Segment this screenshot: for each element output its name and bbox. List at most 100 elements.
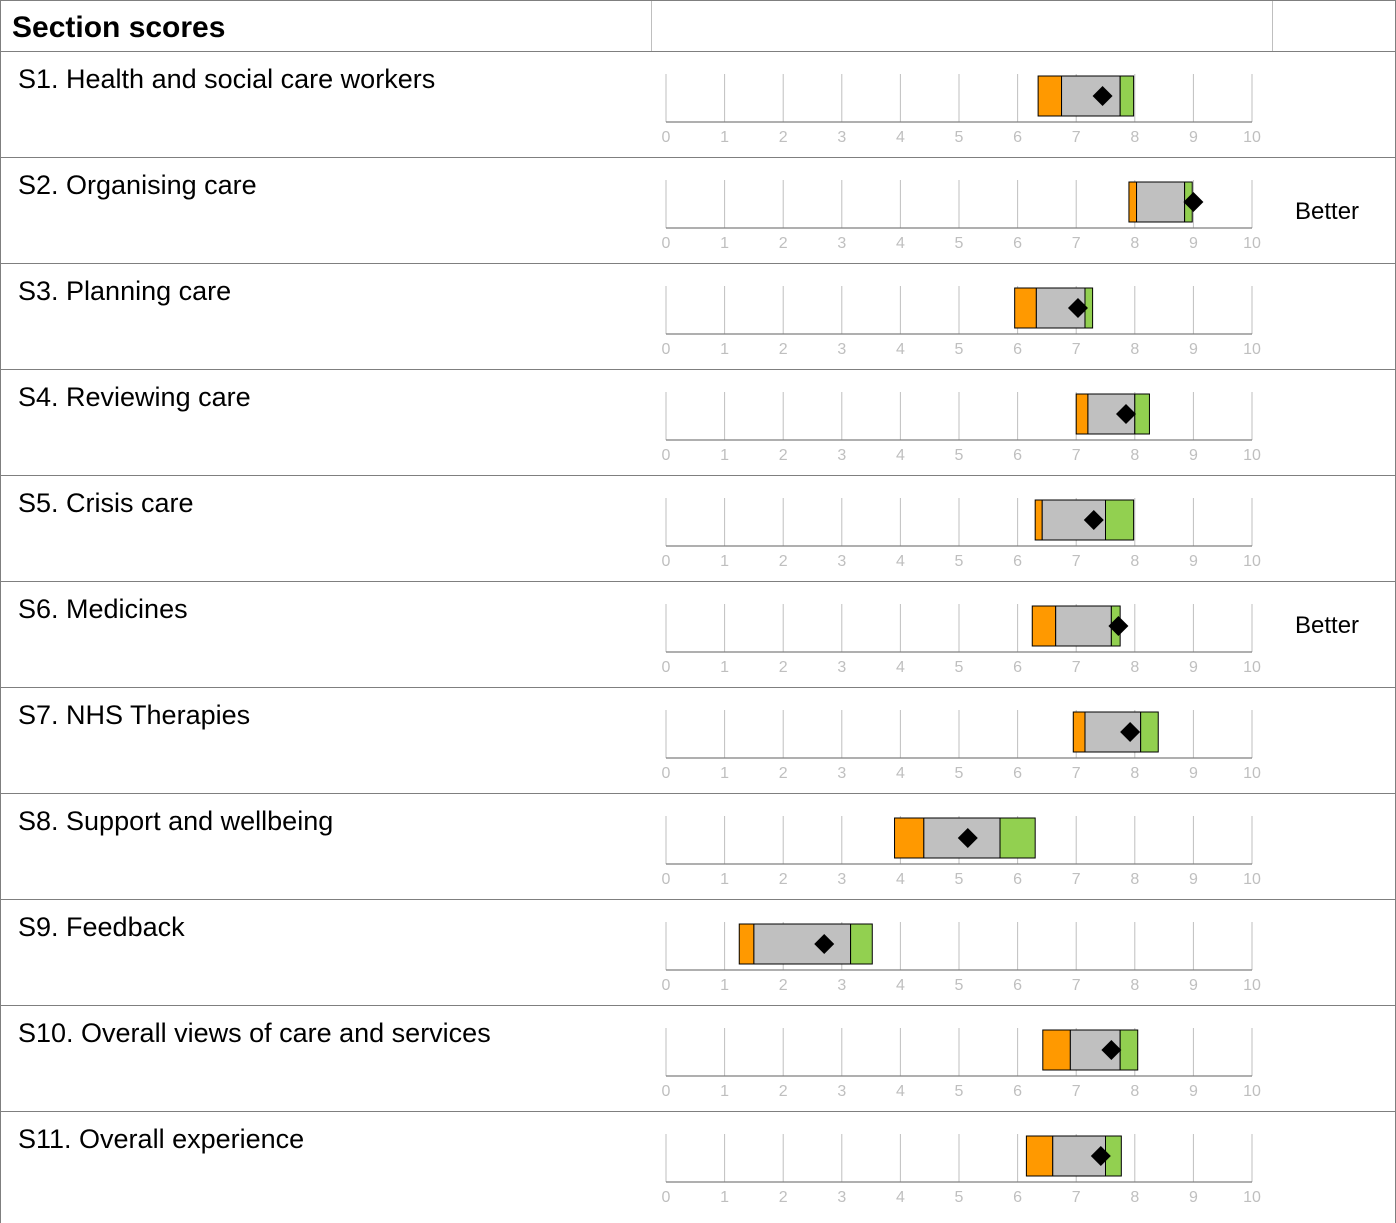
section-score-chart: 0 1 2 3 4 5 6 7 8 9 10 (662, 922, 1261, 994)
tick-label: 4 (896, 1083, 905, 1100)
tick-label: 9 (1189, 1189, 1198, 1206)
score-marker (1183, 192, 1204, 212)
tick-label: 1 (720, 341, 729, 358)
section-label: S1. Health and social care workers (18, 64, 436, 94)
section-label: S7. NHS Therapies (18, 700, 251, 730)
tick-label: 10 (1243, 765, 1261, 782)
tick-label: 8 (1130, 341, 1139, 358)
comparison-result: Better (1295, 198, 1360, 225)
column-divider (1272, 1, 1273, 51)
tick-label: 6 (1013, 129, 1022, 146)
tick-label: 8 (1130, 129, 1139, 146)
tick-label: 0 (662, 341, 671, 358)
tick-label: 3 (837, 235, 846, 252)
tick-label: 6 (1013, 765, 1022, 782)
tick-label: 7 (1072, 659, 1081, 676)
highest-range-bar (999, 817, 1036, 859)
tick-label: 9 (1189, 129, 1198, 146)
lowest-range-bar (1034, 499, 1043, 541)
tick-label: 1 (720, 1083, 729, 1100)
tick-label: 10 (1243, 871, 1261, 888)
lowest-range-bar (738, 923, 755, 965)
section-label: S11. Overall experience (18, 1124, 305, 1154)
tick-label: 9 (1189, 1083, 1198, 1100)
tick-label: 0 (662, 659, 671, 676)
section-label: S3. Planning care (18, 276, 232, 306)
section-score-chart: 0 1 2 3 4 5 6 7 8 9 10 (662, 604, 1261, 676)
highest-range-bar (1119, 1029, 1139, 1071)
intermediate-range-bar (753, 923, 852, 965)
tick-label: 4 (896, 553, 905, 570)
section-row: S11. Overall experience 0 1 2 3 4 5 6 7 8 9 10 (1, 1111, 1395, 1217)
section-score-chart: 0 1 2 3 4 5 6 7 8 9 10 (662, 816, 1261, 888)
section-row: S5. Crisis care 0 1 2 3 4 5 6 7 8 9 10 (1, 475, 1395, 581)
tick-label: 8 (1130, 871, 1139, 888)
lowest-range-bar (894, 817, 925, 859)
score-marker (1108, 616, 1129, 636)
tick-label: 8 (1130, 1083, 1139, 1100)
tick-label: 3 (837, 129, 846, 146)
highest-range-bar (1105, 499, 1135, 541)
tick-label: 3 (837, 871, 846, 888)
tick-label: 10 (1243, 341, 1261, 358)
tick-label: 8 (1130, 235, 1139, 252)
tick-label: 9 (1189, 553, 1198, 570)
tick-label: 5 (955, 1083, 964, 1100)
score-marker (1120, 722, 1141, 742)
tick-label: 3 (837, 447, 846, 464)
lowest-range-bar (1031, 605, 1057, 647)
tick-label: 9 (1189, 659, 1198, 676)
tick-label: 10 (1243, 129, 1261, 146)
tick-label: 1 (720, 765, 729, 782)
tick-label: 3 (837, 977, 846, 994)
tick-label: 10 (1243, 447, 1261, 464)
tick-label: 4 (896, 235, 905, 252)
highest-range-bar (1119, 75, 1135, 117)
tick-label: 0 (662, 1189, 671, 1206)
tick-label: 3 (837, 341, 846, 358)
tick-label: 6 (1013, 235, 1022, 252)
tick-label: 10 (1243, 1189, 1261, 1206)
tick-label: 3 (837, 1083, 846, 1100)
tick-label: 10 (1243, 553, 1261, 570)
section-label: S6. Medicines (18, 594, 188, 624)
section-label: S5. Crisis care (18, 488, 194, 518)
intermediate-range-bar (1055, 605, 1112, 647)
column-divider (651, 1, 652, 51)
tick-label: 6 (1013, 977, 1022, 994)
tick-label: 1 (720, 1189, 729, 1206)
tick-label: 3 (837, 659, 846, 676)
section-score-chart: 0 1 2 3 4 5 6 7 8 9 10 (662, 1028, 1261, 1100)
tick-label: 9 (1189, 765, 1198, 782)
tick-label: 5 (955, 659, 964, 676)
tick-label: 2 (779, 341, 788, 358)
tick-label: 2 (779, 447, 788, 464)
section-row: S10. Overall views of care and services 0… (1, 1005, 1395, 1111)
tick-label: 3 (837, 553, 846, 570)
tick-label: 8 (1130, 553, 1139, 570)
tick-label: 4 (896, 447, 905, 464)
tick-label: 4 (896, 659, 905, 676)
tick-label: 8 (1130, 447, 1139, 464)
tick-label: 6 (1013, 871, 1022, 888)
tick-label: 7 (1072, 977, 1081, 994)
tick-label: 5 (955, 129, 964, 146)
tick-label: 7 (1072, 1083, 1081, 1100)
tick-label: 3 (837, 1189, 846, 1206)
tick-label: 5 (955, 765, 964, 782)
score-marker (1101, 1040, 1122, 1060)
score-marker (957, 828, 978, 848)
tick-label: 4 (896, 977, 905, 994)
header-row: Section scores (1, 1, 1395, 51)
section-row: S9. Feedback 0 1 2 3 4 5 6 7 8 9 10 (1, 899, 1395, 1005)
lowest-range-bar (1072, 711, 1086, 753)
tick-label: 5 (955, 235, 964, 252)
page-title: Section scores (12, 11, 226, 44)
tick-label: 10 (1243, 235, 1261, 252)
section-row: S1. Health and social care workers 0 1 2 3 4 5… (1, 51, 1395, 157)
tick-label: 5 (955, 977, 964, 994)
score-marker (814, 934, 835, 954)
tick-label: 4 (896, 129, 905, 146)
tick-label: 7 (1072, 765, 1081, 782)
